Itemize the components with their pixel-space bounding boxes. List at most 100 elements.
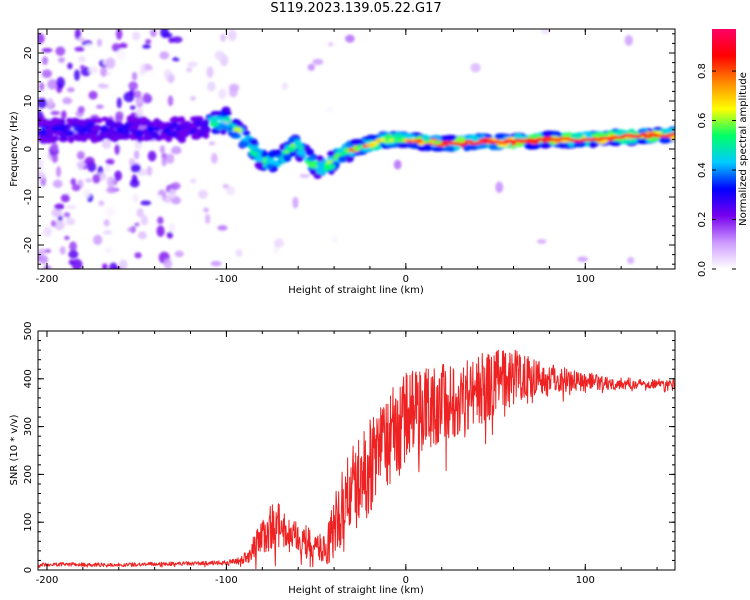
spectrogram-ridge-blob	[593, 132, 610, 138]
spectrogram-ridge-blob	[286, 145, 297, 152]
spectrogram-noise-blob	[114, 170, 122, 181]
spectrogram-x-tick-label: 100	[576, 274, 595, 285]
snr-x-tick-label: 0	[403, 575, 409, 586]
spectrogram-noise-blob	[156, 225, 165, 237]
spectrogram-noise-blob	[50, 220, 57, 227]
spectrogram-noise-blob	[159, 51, 170, 60]
spectrogram-ridge-blob	[573, 141, 587, 148]
spectrogram-ridge-blob	[223, 116, 232, 123]
spectrogram-noise-blob	[132, 31, 141, 41]
spectrogram-noise-blob	[174, 250, 184, 258]
spectrogram-noise-blob	[38, 172, 46, 180]
spectrogram-noise-blob	[43, 226, 52, 237]
spectrogram-noise-blob	[77, 37, 86, 42]
spectrogram-noise-blob	[101, 139, 112, 149]
spectrogram-noise-blob	[111, 43, 121, 52]
spectrogram-ridge-blob	[406, 141, 419, 149]
spectrogram-noise-blob	[41, 69, 53, 78]
spectrogram-noise-blob	[88, 66, 99, 74]
spectrogram-noise-blob	[219, 87, 227, 99]
spectrogram-ridge-core	[639, 132, 648, 137]
spectrogram-noise-blob	[38, 97, 48, 109]
spectrogram-noise-blob	[62, 97, 73, 105]
spectrogram-ridge-blob	[637, 128, 647, 134]
spectrogram-noise-blob	[134, 222, 140, 227]
spectrogram-ridge-blob	[134, 131, 143, 138]
spectrogram-noise-blob	[142, 92, 151, 104]
colorbar-tick-label: 0.6	[697, 113, 708, 129]
spectrogram-noise-blob	[147, 150, 157, 162]
spectrogram-noise-blob	[163, 258, 173, 269]
spectrogram-noise-blob	[187, 61, 198, 68]
spectrogram-noise-blob	[63, 212, 71, 218]
colorbar-tick-label: 0.2	[697, 212, 708, 228]
spectrogram-ridge-blob	[494, 133, 504, 140]
spectrogram-noise-blob	[495, 181, 504, 193]
spectrogram-noise-blob	[47, 79, 58, 90]
spectrogram-ridge-blob	[38, 129, 48, 137]
spectrogram-noise-blob	[217, 225, 228, 231]
spectrogram-ridge-blob	[46, 129, 55, 136]
spectrogram-noise-blob	[161, 152, 168, 160]
spectrogram-ridge-blob	[106, 118, 113, 125]
spectrogram-noise-blob	[168, 188, 177, 199]
spectrogram-noise-blob	[39, 82, 45, 91]
spectrogram-noise-blob	[137, 231, 147, 240]
spectrogram-noise-blob	[134, 252, 142, 259]
spectrogram-noise-blob	[38, 248, 46, 256]
spectrogram-x-tick-label: 0	[403, 274, 409, 285]
spectrogram-ridge-core	[396, 136, 407, 140]
spectrogram-ridge-blob	[541, 130, 553, 138]
spectrogram-noise-blob	[84, 43, 95, 50]
spectrogram-noise-blob	[116, 97, 122, 109]
spectrogram-noise-blob	[226, 186, 235, 196]
spectrogram-ridge-blob	[249, 139, 258, 146]
spectrogram-noise-blob	[88, 90, 98, 100]
spectrogram-noise-blob	[127, 220, 134, 225]
spectrogram-noise-blob	[166, 231, 174, 239]
spectrogram-ridge-blob	[169, 130, 178, 137]
spectrogram-noise-blob	[105, 206, 116, 217]
spectrogram-noise-blob	[207, 81, 216, 92]
spectrogram-ridge-blob	[209, 122, 219, 127]
spectrogram-ridge-blob	[296, 150, 306, 155]
spectrogram-noise-blob	[292, 196, 299, 209]
spectrogram-ridge-blob	[250, 150, 259, 157]
spectrogram-ridge-blob	[313, 173, 322, 179]
spectrogram-noise-blob	[312, 58, 324, 66]
spectrogram-noise-blob	[325, 107, 334, 112]
spectrogram-ridge-blob	[38, 135, 46, 143]
spectrogram-ridge-blob	[421, 134, 430, 141]
spectrogram-noise-blob	[130, 164, 142, 173]
spectrogram-noise-blob	[332, 235, 338, 244]
snr-y-tick-label: 400	[23, 369, 34, 388]
spectrogram-noise-blob	[83, 188, 91, 199]
spectrogram-ridge-blob	[347, 151, 355, 157]
spectrogram-ridge-blob	[175, 123, 185, 129]
spectrogram-noise-blob	[167, 95, 174, 107]
spectrogram-noise-blob	[227, 29, 237, 42]
spectrogram-noise-blob	[140, 214, 149, 226]
spectrogram-ridge-blob	[268, 150, 276, 159]
spectrogram-noise-blob	[166, 153, 175, 164]
spectrogram-noise-blob	[541, 29, 550, 35]
spectrogram-noise-blob	[84, 178, 93, 183]
spectrogram-ridge-blob	[173, 118, 182, 123]
spectrogram-noise-blob	[67, 62, 73, 70]
spectrogram-noise-blob	[106, 71, 112, 76]
spectrogram-ridge-blob	[513, 133, 523, 141]
spectrogram-noise-blob	[132, 90, 142, 98]
spectrogram-noise-blob	[70, 178, 77, 186]
spectrogram-y-label: Frequency (Hz)	[9, 111, 20, 187]
spectrogram-ridge-blob	[71, 117, 80, 125]
spectrogram-ridge-blob	[100, 125, 107, 134]
spectrogram-ridge-blob	[210, 110, 217, 117]
spectrogram-noise-blob	[93, 234, 103, 245]
spectrogram-ridge-blob	[203, 118, 210, 124]
spectrogram-noise-blob	[65, 217, 76, 226]
spectrogram-noise-blob	[105, 158, 115, 165]
spectrogram-ridge-blob	[126, 115, 134, 122]
spectrogram-noise-blob	[162, 32, 173, 38]
spectrogram-noise-blob	[84, 156, 95, 165]
spectrogram-noise-blob	[38, 159, 44, 167]
